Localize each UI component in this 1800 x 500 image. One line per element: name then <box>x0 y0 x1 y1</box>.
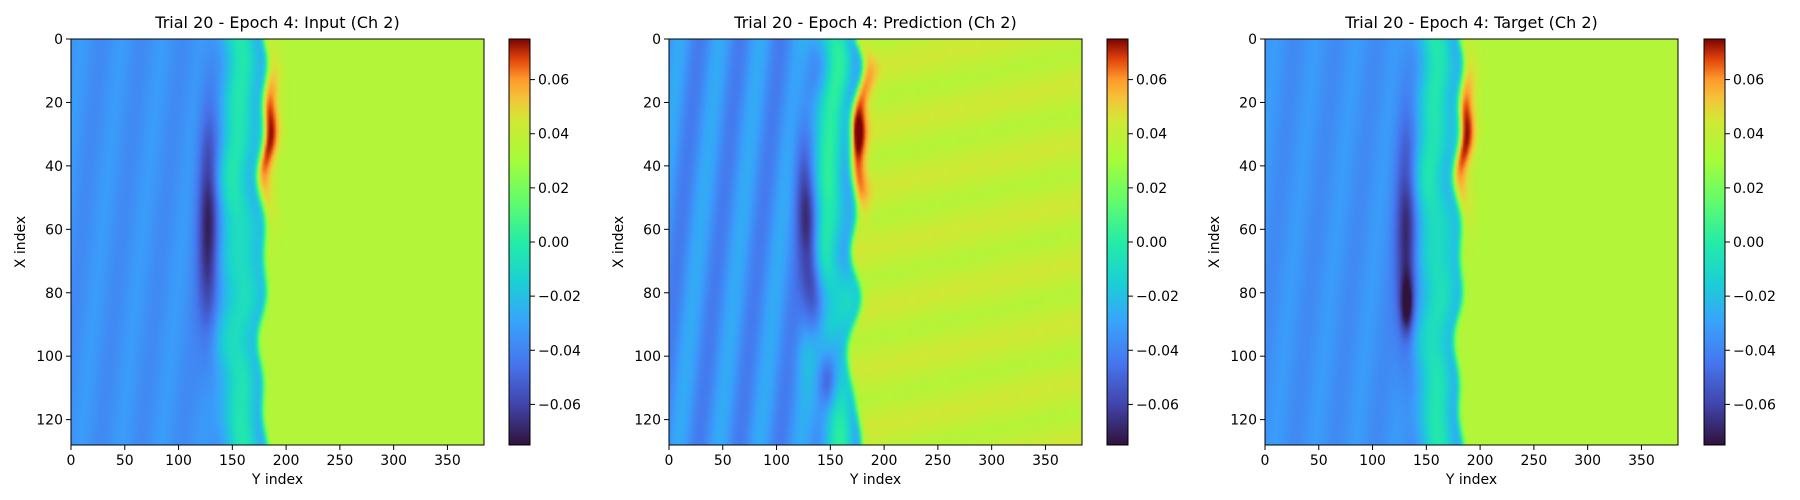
y-tick-label: 0 <box>54 32 63 48</box>
x-tick-label: 150 <box>817 453 844 469</box>
y-tick-label: 60 <box>45 222 63 238</box>
y-tick-label: 80 <box>45 286 63 302</box>
x-tick-label: 150 <box>219 453 246 469</box>
x-tick-label: 350 <box>1628 453 1655 469</box>
y-tick-label: 0 <box>652 32 661 48</box>
y-tick-label: 20 <box>45 95 63 111</box>
y-tick-label: 40 <box>45 159 63 175</box>
y-axis-label: X index <box>1207 216 1223 268</box>
colorbar-tick-label: −0.04 <box>1136 343 1179 359</box>
colorbar-tick-label: 0.06 <box>1136 73 1167 89</box>
x-tick-label: 150 <box>1413 453 1440 469</box>
y-tick-label: 120 <box>1230 413 1257 429</box>
x-tick-label: 100 <box>165 453 192 469</box>
x-axis-label: Y index <box>251 472 303 488</box>
chart-title: Trial 20 - Epoch 4: Prediction (Ch 2) <box>733 13 1016 32</box>
colorbar-tick-label: 0.02 <box>1733 181 1764 197</box>
y-tick-label: 120 <box>36 413 63 429</box>
x-tick-label: 50 <box>1310 453 1328 469</box>
y-tick-label: 40 <box>1239 159 1257 175</box>
y-tick-label: 20 <box>643 95 661 111</box>
colorbar-tick-label: −0.02 <box>1136 289 1179 305</box>
y-tick-label: 60 <box>643 222 661 238</box>
x-tick-label: 50 <box>714 453 732 469</box>
x-tick-label: 0 <box>67 453 76 469</box>
x-tick-label: 0 <box>1261 453 1270 469</box>
x-tick-label: 250 <box>1521 453 1548 469</box>
chart-title: Trial 20 - Epoch 4: Input (Ch 2) <box>154 13 399 32</box>
colorbar-tick-label: 0.00 <box>1733 235 1764 251</box>
x-tick-label: 250 <box>925 453 952 469</box>
y-tick-label: 120 <box>634 413 661 429</box>
y-tick-label: 100 <box>1230 349 1257 365</box>
plot-frame <box>1264 38 1679 446</box>
x-tick-label: 50 <box>116 453 134 469</box>
y-tick-label: 0 <box>1248 32 1257 48</box>
colorbar-tick-label: 0.02 <box>538 181 569 197</box>
colorbar-tick-label: 0.00 <box>538 235 569 251</box>
x-tick-label: 350 <box>434 453 461 469</box>
colorbar-tick-label: 0.02 <box>1136 181 1167 197</box>
colorbar <box>1703 38 1726 446</box>
colorbar-tick-label: 0.04 <box>1136 127 1167 143</box>
x-tick-label: 300 <box>978 453 1005 469</box>
y-tick-label: 80 <box>1239 286 1257 302</box>
y-tick-label: 40 <box>643 159 661 175</box>
colorbar <box>508 38 531 446</box>
x-axis-label: Y index <box>849 472 901 488</box>
heatmap-image <box>71 39 484 445</box>
plot-frame <box>70 38 485 446</box>
x-axis-label: Y index <box>1445 472 1497 488</box>
x-tick-label: 350 <box>1032 453 1059 469</box>
x-tick-label: 200 <box>871 453 898 469</box>
x-tick-label: 200 <box>273 453 300 469</box>
y-tick-label: 80 <box>643 286 661 302</box>
y-tick-label: 100 <box>36 349 63 365</box>
x-tick-label: 100 <box>1359 453 1386 469</box>
colorbar-tick-label: 0.04 <box>538 127 569 143</box>
heatmap-image <box>669 39 1082 445</box>
x-tick-label: 300 <box>380 453 407 469</box>
colorbar-tick-label: −0.02 <box>538 289 581 305</box>
x-tick-label: 200 <box>1467 453 1494 469</box>
colorbar <box>1106 38 1129 446</box>
x-tick-label: 100 <box>763 453 790 469</box>
y-tick-label: 60 <box>1239 222 1257 238</box>
colorbar-tick-label: 0.00 <box>1136 235 1167 251</box>
colorbar-tick-label: −0.04 <box>1733 343 1776 359</box>
x-tick-label: 300 <box>1574 453 1601 469</box>
colorbar-tick-label: −0.04 <box>538 343 581 359</box>
colorbar-tick-label: −0.06 <box>538 397 581 413</box>
y-tick-label: 20 <box>1239 95 1257 111</box>
colorbar-tick-label: 0.06 <box>1733 73 1764 89</box>
x-tick-label: 0 <box>665 453 674 469</box>
colorbar-tick-label: 0.06 <box>538 73 569 89</box>
plot-frame <box>668 38 1083 446</box>
y-axis-label: X index <box>13 216 29 268</box>
y-axis-label: X index <box>611 216 627 268</box>
colorbar-tick-label: −0.06 <box>1733 397 1776 413</box>
y-tick-label: 100 <box>634 349 661 365</box>
chart-title: Trial 20 - Epoch 4: Target (Ch 2) <box>1344 13 1597 32</box>
colorbar-tick-label: −0.02 <box>1733 289 1776 305</box>
x-tick-label: 250 <box>327 453 354 469</box>
heatmap-image <box>1265 39 1678 445</box>
colorbar-tick-label: 0.04 <box>1733 127 1764 143</box>
colorbar-tick-label: −0.06 <box>1136 397 1179 413</box>
